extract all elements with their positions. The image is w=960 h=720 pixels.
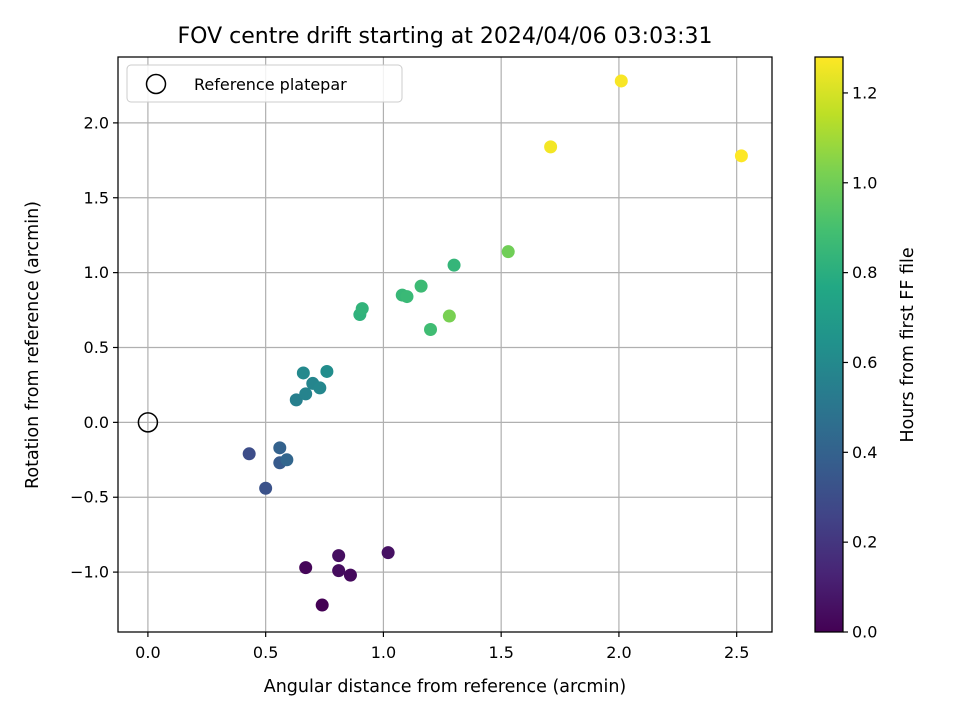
legend-marker-circle	[145, 73, 167, 95]
data-point	[313, 381, 327, 395]
x-axis-ticks: 0.0 0.5 1.0 1.5 2.0 2.5	[135, 632, 749, 662]
colorbar-tick-label: 0.6	[852, 353, 877, 372]
legend-label: Reference platepar	[194, 75, 347, 94]
colorbar: 0.0 0.2 0.4 0.6 0.8 1.0 1.2 Hours from first F…	[814, 56, 918, 642]
y-tick-label: 0.5	[84, 338, 109, 357]
colorbar-tick-label: 0.0	[852, 623, 877, 642]
x-tick-label: 2.5	[724, 643, 749, 662]
x-axis-label: Angular distance from reference (arcmin)	[264, 677, 627, 697]
data-point	[259, 481, 273, 495]
y-axis-ticks: −1.0 −0.5 0.0 0.5 1.0 1.5 2.0	[70, 113, 118, 582]
x-tick-label: 0.5	[253, 643, 278, 662]
data-point	[289, 393, 303, 407]
data-point	[442, 309, 456, 323]
colorbar-tick-label: 1.0	[852, 173, 877, 192]
y-tick-label: −1.0	[70, 563, 109, 582]
data-point	[332, 549, 346, 563]
data-point	[414, 279, 428, 293]
data-point	[544, 140, 558, 154]
y-tick-label: 1.0	[84, 263, 109, 282]
plot-frame	[117, 56, 773, 633]
chart-title: FOV centre drift starting at 2024/04/06 …	[178, 24, 713, 49]
colorbar-tick-label: 0.8	[852, 263, 877, 282]
x-tick-label: 1.5	[488, 643, 513, 662]
data-point	[614, 74, 628, 88]
x-tick-label: 1.0	[371, 643, 396, 662]
colorbar-gradient	[815, 57, 843, 632]
data-point	[734, 149, 748, 163]
y-tick-label: 0.0	[84, 413, 109, 432]
reference-point	[137, 412, 159, 433]
data-points	[242, 74, 748, 612]
data-point	[280, 453, 294, 467]
data-point	[424, 323, 438, 337]
data-point	[320, 364, 334, 378]
y-tick-label: −0.5	[70, 488, 109, 507]
data-point	[447, 258, 461, 272]
data-point	[501, 245, 515, 259]
x-tick-label: 2.0	[606, 643, 631, 662]
data-point	[273, 441, 287, 455]
x-tick-label: 0.0	[135, 643, 160, 662]
grid-lines	[118, 57, 772, 632]
data-point	[343, 568, 357, 582]
y-axis-label: Rotation from reference (arcmin)	[23, 201, 43, 489]
legend-box	[126, 64, 403, 103]
data-point	[299, 387, 313, 401]
y-tick-label: 1.5	[84, 188, 109, 207]
y-tick-label: 2.0	[84, 113, 109, 132]
colorbar-tick-label: 0.2	[852, 533, 877, 552]
data-point	[296, 366, 310, 380]
data-point	[299, 561, 313, 575]
colorbar-frame	[814, 56, 844, 633]
data-point	[381, 546, 395, 560]
colorbar-label: Hours from first FF file	[898, 247, 918, 442]
colorbar-tick-label: 0.4	[852, 443, 877, 462]
data-point	[242, 447, 256, 461]
colorbar-tick-label: 1.2	[852, 83, 877, 102]
reference-marker	[137, 412, 159, 433]
data-point	[355, 302, 369, 316]
data-point	[315, 598, 329, 612]
data-point	[332, 564, 346, 578]
legend: Reference platepar	[126, 64, 403, 103]
colorbar-ticks: 0.0 0.2 0.4 0.6 0.8 1.0 1.2	[843, 83, 877, 642]
data-point	[400, 290, 414, 304]
